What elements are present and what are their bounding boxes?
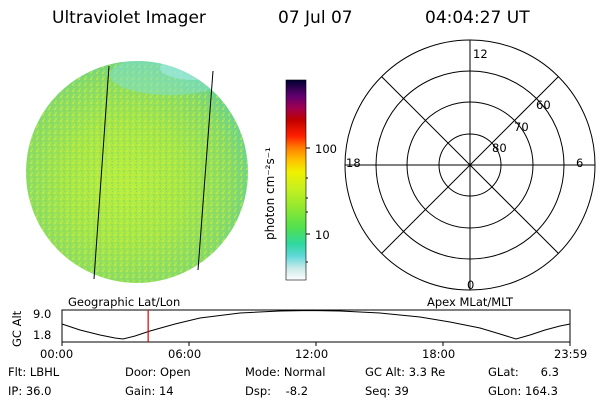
- mlt-label-12: 12: [473, 47, 488, 61]
- altitude-plot: [61, 309, 571, 346]
- colorbar-tick-10: 10: [315, 228, 330, 242]
- longitude-line-left: [93, 65, 110, 280]
- lat-label-60: 60: [536, 98, 551, 112]
- mlt-label-18: 18: [346, 156, 361, 170]
- glon-info: GLon: 164.3: [488, 384, 558, 398]
- x-tick-1200: 12:00: [295, 347, 329, 361]
- image-date: 07 Jul 07: [278, 8, 353, 28]
- lat-label-80: 80: [492, 141, 507, 155]
- geographic-label: Geographic Lat/Lon: [68, 295, 181, 309]
- glat-info: GLat: 6.3: [488, 365, 559, 379]
- ip-info: IP: 36.0: [8, 384, 52, 398]
- x-tick-1800: 18:00: [422, 347, 456, 361]
- gc-alt-info: GC Alt: 3.3 Re: [365, 365, 446, 379]
- colorbar-unit-label: photon cm⁻²s⁻¹: [263, 147, 277, 240]
- x-tick-0600: 06:00: [168, 347, 202, 361]
- x-tick-0000: 00:00: [40, 347, 74, 361]
- mlt-label-0: 0: [467, 278, 475, 292]
- x-tick-2359: 23:59: [554, 347, 588, 361]
- uv-image-disk: [26, 61, 248, 283]
- filter-info: Flt: LBHL: [8, 365, 60, 379]
- seq-info: Seq: 39: [365, 384, 409, 398]
- app-title: Ultraviolet Imager: [52, 8, 206, 28]
- altitude-ylabel: GC Alt: [10, 310, 24, 347]
- lat-label-70: 70: [514, 120, 529, 134]
- colorbar: [285, 79, 310, 281]
- dsp-info: Dsp: -8.2: [245, 384, 309, 398]
- longitude-line-right: [197, 70, 214, 271]
- polar-grid: [344, 39, 596, 291]
- colorbar-tick-100: 100: [315, 142, 337, 156]
- door-info: Door: Open: [125, 365, 191, 379]
- altitude-ytick-9: 9.0: [33, 307, 52, 321]
- mlt-label-6: 6: [576, 156, 584, 170]
- mode-info: Mode: Normal: [245, 365, 326, 379]
- altitude-ytick-1-8: 1.8: [33, 328, 52, 342]
- altitude-curve: [61, 309, 571, 340]
- image-time: 04:04:27 UT: [425, 8, 530, 28]
- gain-info: Gain: 14: [125, 384, 174, 398]
- apex-label: Apex MLat/MLT: [427, 295, 514, 309]
